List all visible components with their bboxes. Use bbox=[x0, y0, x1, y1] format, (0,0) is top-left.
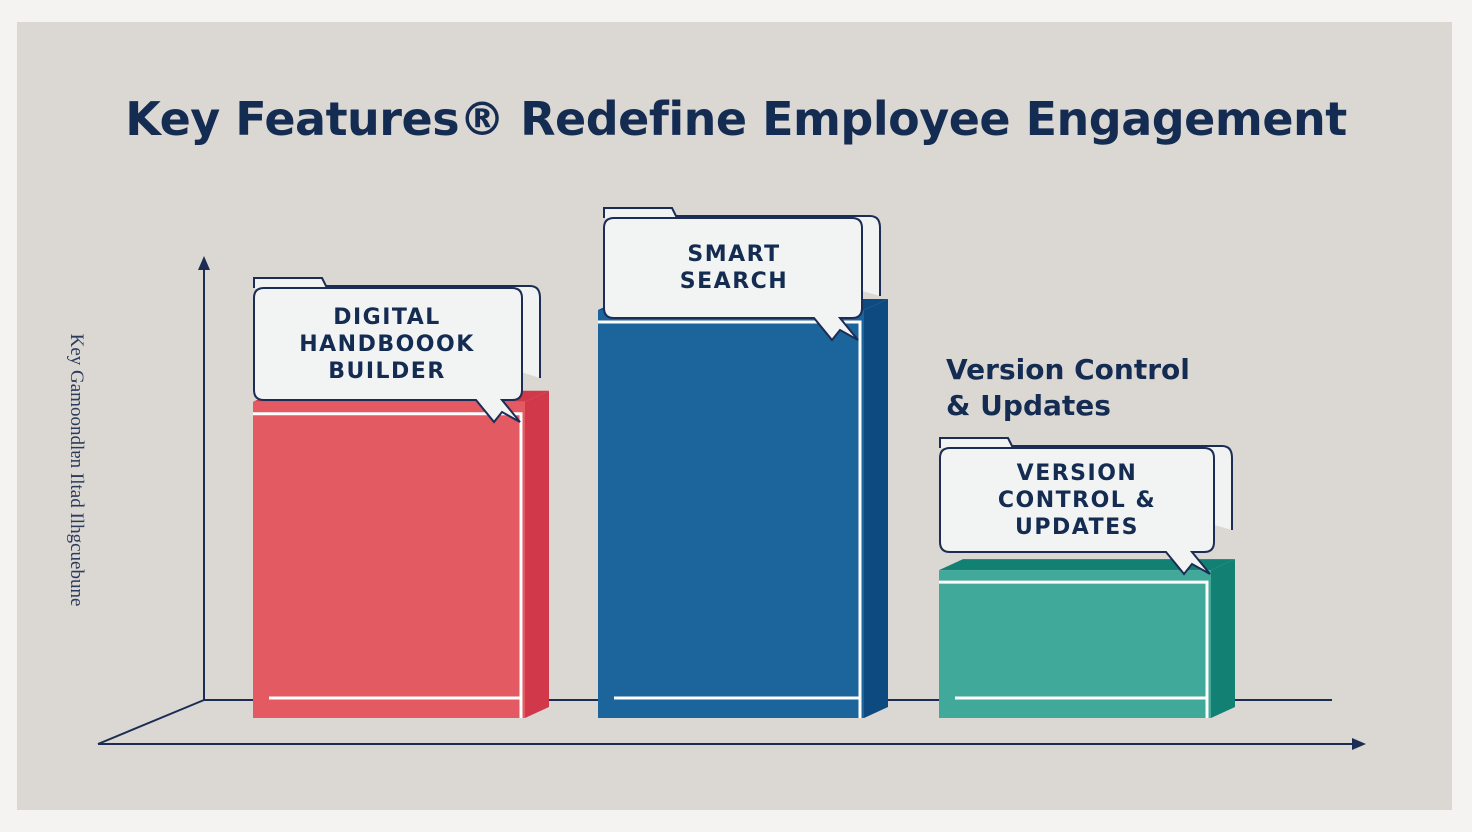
y-axis-arrow bbox=[198, 256, 210, 270]
callout-label-digital-handbook-builder: DIGITAL HANDBOOOK BUILDER bbox=[299, 304, 475, 384]
bar-frame-smart-search bbox=[598, 320, 862, 718]
bar-version-control-updates bbox=[939, 570, 1211, 718]
bar-frame-version-control-updates bbox=[939, 580, 1209, 718]
bar-side-digital-handbook-builder bbox=[525, 390, 549, 718]
y-axis-label: Key Gamoondlɐn Iltad Ilhgcuebune bbox=[66, 333, 87, 607]
bar-digital-handbook-builder bbox=[253, 401, 525, 718]
bar-side-smart-search bbox=[864, 299, 888, 718]
bar-frame-digital-handbook-builder bbox=[253, 412, 523, 718]
bar-side-version-control-updates bbox=[1211, 559, 1235, 718]
annotation-version-control: Version Control & Updates bbox=[946, 353, 1190, 422]
bar-top-version-control-updates bbox=[939, 559, 1235, 571]
callout-label-smart-search: SMART SEARCH bbox=[679, 242, 789, 294]
callout-label-version-control-updates: VERSION CONTROL & UPDATES bbox=[997, 460, 1157, 540]
x-axis-arrow bbox=[1352, 738, 1366, 750]
callout-bubble-version-control-updates bbox=[939, 447, 1215, 576]
chart-title: Key Features® Redefine Employee Engageme… bbox=[125, 92, 1347, 146]
bar-smart-search bbox=[598, 310, 864, 718]
floor-side-line bbox=[97, 699, 205, 745]
callout-bubble-digital-handbook-builder bbox=[253, 287, 523, 424]
callout-bubble-smart-search bbox=[603, 217, 863, 342]
